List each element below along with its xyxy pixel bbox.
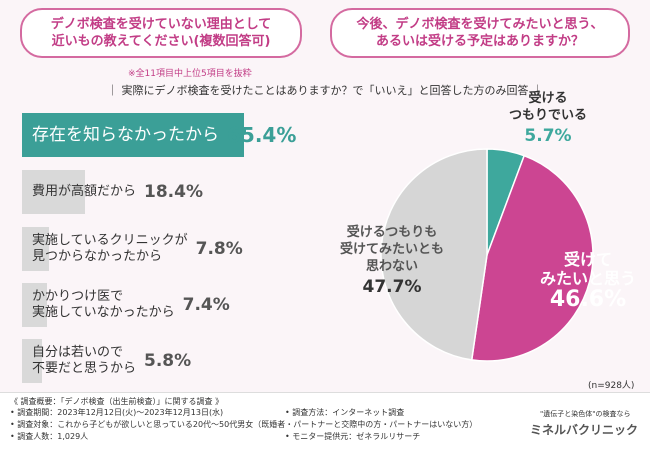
footer-item: • 調査人数：1,029人 — [10, 432, 89, 441]
bar — [22, 113, 245, 157]
bar-label: 費用が高額だから — [32, 184, 137, 199]
bar — [22, 283, 48, 327]
right-heading: 今後、デノボ検査を受けてみたいと思う、 あるいは受ける予定はありますか？ — [330, 8, 630, 58]
value-label: 5.8% — [144, 351, 192, 371]
bar-row: かかりつけ医で 実施していなかったから 7.4% — [22, 283, 230, 327]
footer-item: • 調査期間：2023年12月12日(火)～2023年12月13日(水) — [10, 408, 224, 417]
bar-label: 実施しているクリニックが 見つからなかったから — [32, 233, 188, 264]
slice-label: 受けるつもりも 受けてみたいとも 思わない 47.7% — [317, 224, 467, 299]
logo-name: ミネルバクリニック — [530, 423, 639, 437]
bar — [22, 170, 85, 214]
slice-value: 46.6% — [549, 287, 627, 312]
bar-label: 自分は若いので 不要だと思うから — [32, 345, 137, 376]
logo-tagline: "遺伝子と染色体"の検査なら — [540, 410, 631, 418]
pie-slice — [470, 154, 594, 362]
footer-item: • モニター提供元：ゼネラルリサーチ — [285, 432, 421, 441]
bar-row: 実施しているクリニックが 見つからなかったから 7.8% — [22, 227, 243, 271]
slice-label: 受ける つもりでいる 5.7% — [473, 90, 623, 148]
sample-size: (n=928人) — [588, 381, 635, 391]
slice-name: 受けて みたいと思う — [539, 250, 636, 288]
slice-name: 受ける つもりでいる — [508, 91, 587, 123]
bar-row: 費用が高額だから 18.4% — [22, 170, 203, 214]
left-heading: デノボ検査を受けていない理由として 近いもの教えてください(複数回答可) — [20, 8, 302, 58]
bar-row: 存在を知らなかったから 65.4% — [22, 113, 296, 157]
footer-item: • 調査対象：これから子どもが欲しいと思っている20代～50代男女（既婚者・パー… — [10, 420, 478, 429]
value-label: 65.4% — [227, 123, 297, 147]
value-label: 7.8% — [195, 239, 243, 259]
value-label: 18.4% — [144, 182, 203, 202]
bar-label: かかりつけ医で 実施していなかったから — [32, 289, 175, 320]
condition: ｜ 実際にデノボ検査を受けたことはありますか？で「いいえ」と回答した方のみ回答 … — [107, 84, 543, 97]
bar — [22, 227, 49, 271]
slice-value: 5.7% — [524, 126, 572, 146]
value-label: 7.4% — [182, 295, 230, 315]
bar-row: 自分は若いので 不要だと思うから 5.8% — [22, 339, 191, 383]
footer: 《 調査概要：「デノボ検査（出生前検査）」に関する調査 》 • 調査期間：202… — [0, 392, 650, 450]
slice-value: 47.7% — [362, 277, 422, 297]
bar — [22, 339, 42, 383]
footer-title: 《 調査概要：「デノボ検査（出生前検査）」に関する調査 》 — [10, 397, 224, 406]
pie-slice — [380, 148, 488, 361]
bar-label: 存在を知らなかったから — [32, 125, 219, 145]
slice-name: 受けるつもりも 受けてみたいとも 思わない — [339, 225, 444, 274]
note: ※全11項目中上位5項目を抜粋 — [128, 69, 252, 79]
slice-label: 受けて みたいと思う 46.6% — [513, 250, 650, 312]
footer-item: • 調査方法：インターネット調査 — [285, 408, 405, 417]
